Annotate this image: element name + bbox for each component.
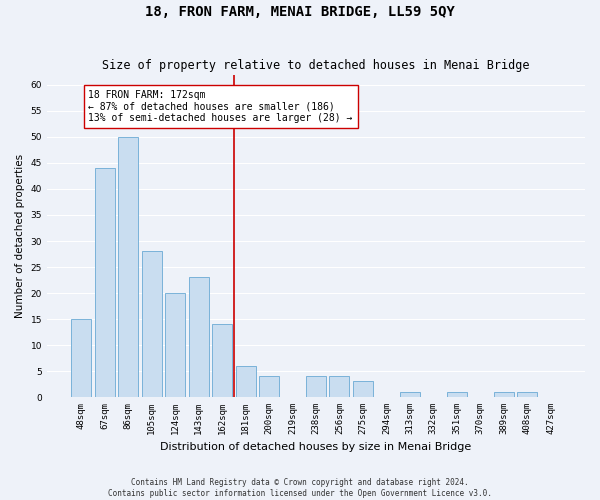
Bar [400,392,420,397]
Bar [71,319,91,397]
Bar [494,392,514,397]
X-axis label: Distribution of detached houses by size in Menai Bridge: Distribution of detached houses by size … [160,442,472,452]
Bar [329,376,349,397]
Bar [118,137,138,397]
Bar [188,278,209,397]
Bar [353,382,373,397]
Bar [517,392,537,397]
Text: Contains HM Land Registry data © Crown copyright and database right 2024.
Contai: Contains HM Land Registry data © Crown c… [108,478,492,498]
Bar [259,376,279,397]
Bar [165,293,185,397]
Text: 18 FRON FARM: 172sqm
← 87% of detached houses are smaller (186)
13% of semi-deta: 18 FRON FARM: 172sqm ← 87% of detached h… [88,90,353,124]
Bar [95,168,115,397]
Bar [142,252,162,397]
Title: Size of property relative to detached houses in Menai Bridge: Size of property relative to detached ho… [102,59,530,72]
Bar [306,376,326,397]
Text: 18, FRON FARM, MENAI BRIDGE, LL59 5QY: 18, FRON FARM, MENAI BRIDGE, LL59 5QY [145,5,455,19]
Bar [447,392,467,397]
Y-axis label: Number of detached properties: Number of detached properties [15,154,25,318]
Bar [236,366,256,397]
Bar [212,324,232,397]
